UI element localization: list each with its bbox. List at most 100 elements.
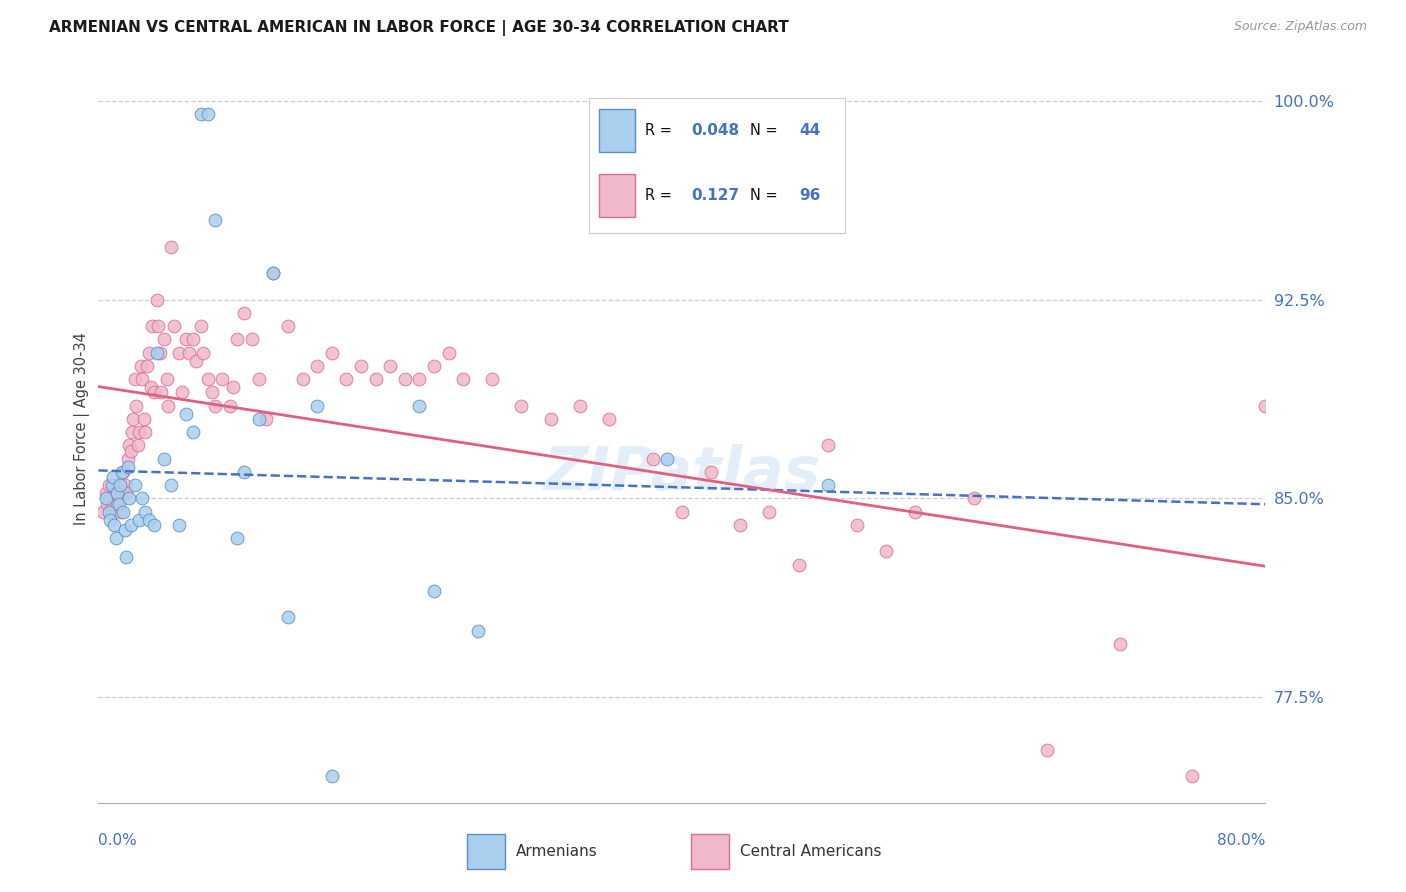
- Point: [233, 306, 256, 320]
- Point: [170, 385, 193, 400]
- Point: [167, 517, 190, 532]
- Point: [135, 359, 157, 373]
- Point: [146, 345, 169, 359]
- Point: [94, 491, 117, 506]
- Point: [190, 319, 212, 334]
- Point: [321, 769, 343, 783]
- Point: [105, 497, 128, 511]
- Point: [262, 266, 284, 280]
- Point: [481, 372, 503, 386]
- Point: [350, 359, 373, 373]
- Point: [138, 512, 160, 526]
- Point: [110, 504, 132, 518]
- Point: [226, 531, 249, 545]
- Point: [221, 380, 243, 394]
- Point: [101, 497, 124, 511]
- Point: [94, 486, 117, 500]
- Point: [129, 359, 152, 373]
- Point: [98, 491, 121, 506]
- Point: [962, 491, 984, 506]
- Point: [181, 333, 204, 347]
- Text: 80.0%: 80.0%: [1218, 833, 1265, 847]
- Point: [240, 333, 263, 347]
- Point: [108, 497, 131, 511]
- Point: [120, 443, 142, 458]
- Point: [730, 517, 752, 532]
- Point: [641, 451, 664, 466]
- Point: [394, 372, 416, 386]
- Point: [254, 412, 277, 426]
- Point: [121, 425, 143, 439]
- Point: [150, 385, 173, 400]
- Point: [218, 399, 240, 413]
- Point: [787, 558, 810, 572]
- Point: [177, 345, 200, 359]
- Point: [142, 385, 165, 400]
- Point: [364, 372, 387, 386]
- Point: [875, 544, 897, 558]
- Point: [423, 584, 446, 599]
- Text: ARMENIAN VS CENTRAL AMERICAN IN LABOR FORCE | AGE 30-34 CORRELATION CHART: ARMENIAN VS CENTRAL AMERICAN IN LABOR FO…: [49, 20, 789, 36]
- Point: [110, 478, 132, 492]
- Point: [157, 399, 180, 413]
- Point: [117, 451, 139, 466]
- Point: [846, 517, 869, 532]
- Point: [120, 517, 142, 532]
- Point: [149, 345, 172, 359]
- Point: [167, 345, 190, 359]
- Point: [247, 412, 270, 426]
- Point: [467, 624, 489, 638]
- Point: [104, 486, 127, 500]
- Point: [423, 359, 446, 373]
- Point: [104, 531, 127, 545]
- Point: [510, 399, 533, 413]
- Point: [108, 491, 131, 506]
- Point: [233, 465, 256, 479]
- Point: [204, 213, 226, 227]
- Point: [139, 380, 162, 394]
- Point: [125, 399, 148, 413]
- Point: [141, 319, 163, 334]
- Point: [181, 425, 204, 439]
- Point: [277, 610, 299, 624]
- Point: [138, 345, 160, 359]
- Point: [671, 504, 693, 518]
- Point: [408, 399, 430, 413]
- Point: [134, 504, 156, 518]
- Point: [128, 512, 150, 526]
- Point: [657, 451, 679, 466]
- Point: [568, 399, 591, 413]
- Point: [127, 438, 149, 452]
- Point: [307, 399, 329, 413]
- Y-axis label: In Labor Force | Age 30-34: In Labor Force | Age 30-34: [75, 332, 90, 524]
- Point: [247, 372, 270, 386]
- Point: [700, 465, 723, 479]
- Point: [163, 319, 186, 334]
- Point: [132, 412, 155, 426]
- Point: [211, 372, 233, 386]
- Point: [112, 465, 135, 479]
- Point: [307, 359, 329, 373]
- Point: [122, 412, 145, 426]
- Point: [1254, 399, 1277, 413]
- Point: [160, 478, 183, 492]
- Point: [1108, 637, 1130, 651]
- Point: [190, 107, 212, 121]
- Point: [197, 372, 219, 386]
- Point: [101, 470, 124, 484]
- Point: [114, 523, 136, 537]
- Point: [153, 333, 176, 347]
- Point: [118, 438, 141, 452]
- Point: [156, 372, 179, 386]
- Text: Source: ZipAtlas.com: Source: ZipAtlas.com: [1233, 20, 1367, 33]
- Text: ZIPatlas: ZIPatlas: [543, 443, 821, 502]
- Point: [115, 549, 138, 564]
- Point: [335, 372, 357, 386]
- Point: [1181, 769, 1204, 783]
- Point: [204, 399, 226, 413]
- Point: [201, 385, 224, 400]
- Point: [197, 107, 219, 121]
- Point: [262, 266, 284, 280]
- Point: [124, 478, 146, 492]
- Point: [174, 333, 197, 347]
